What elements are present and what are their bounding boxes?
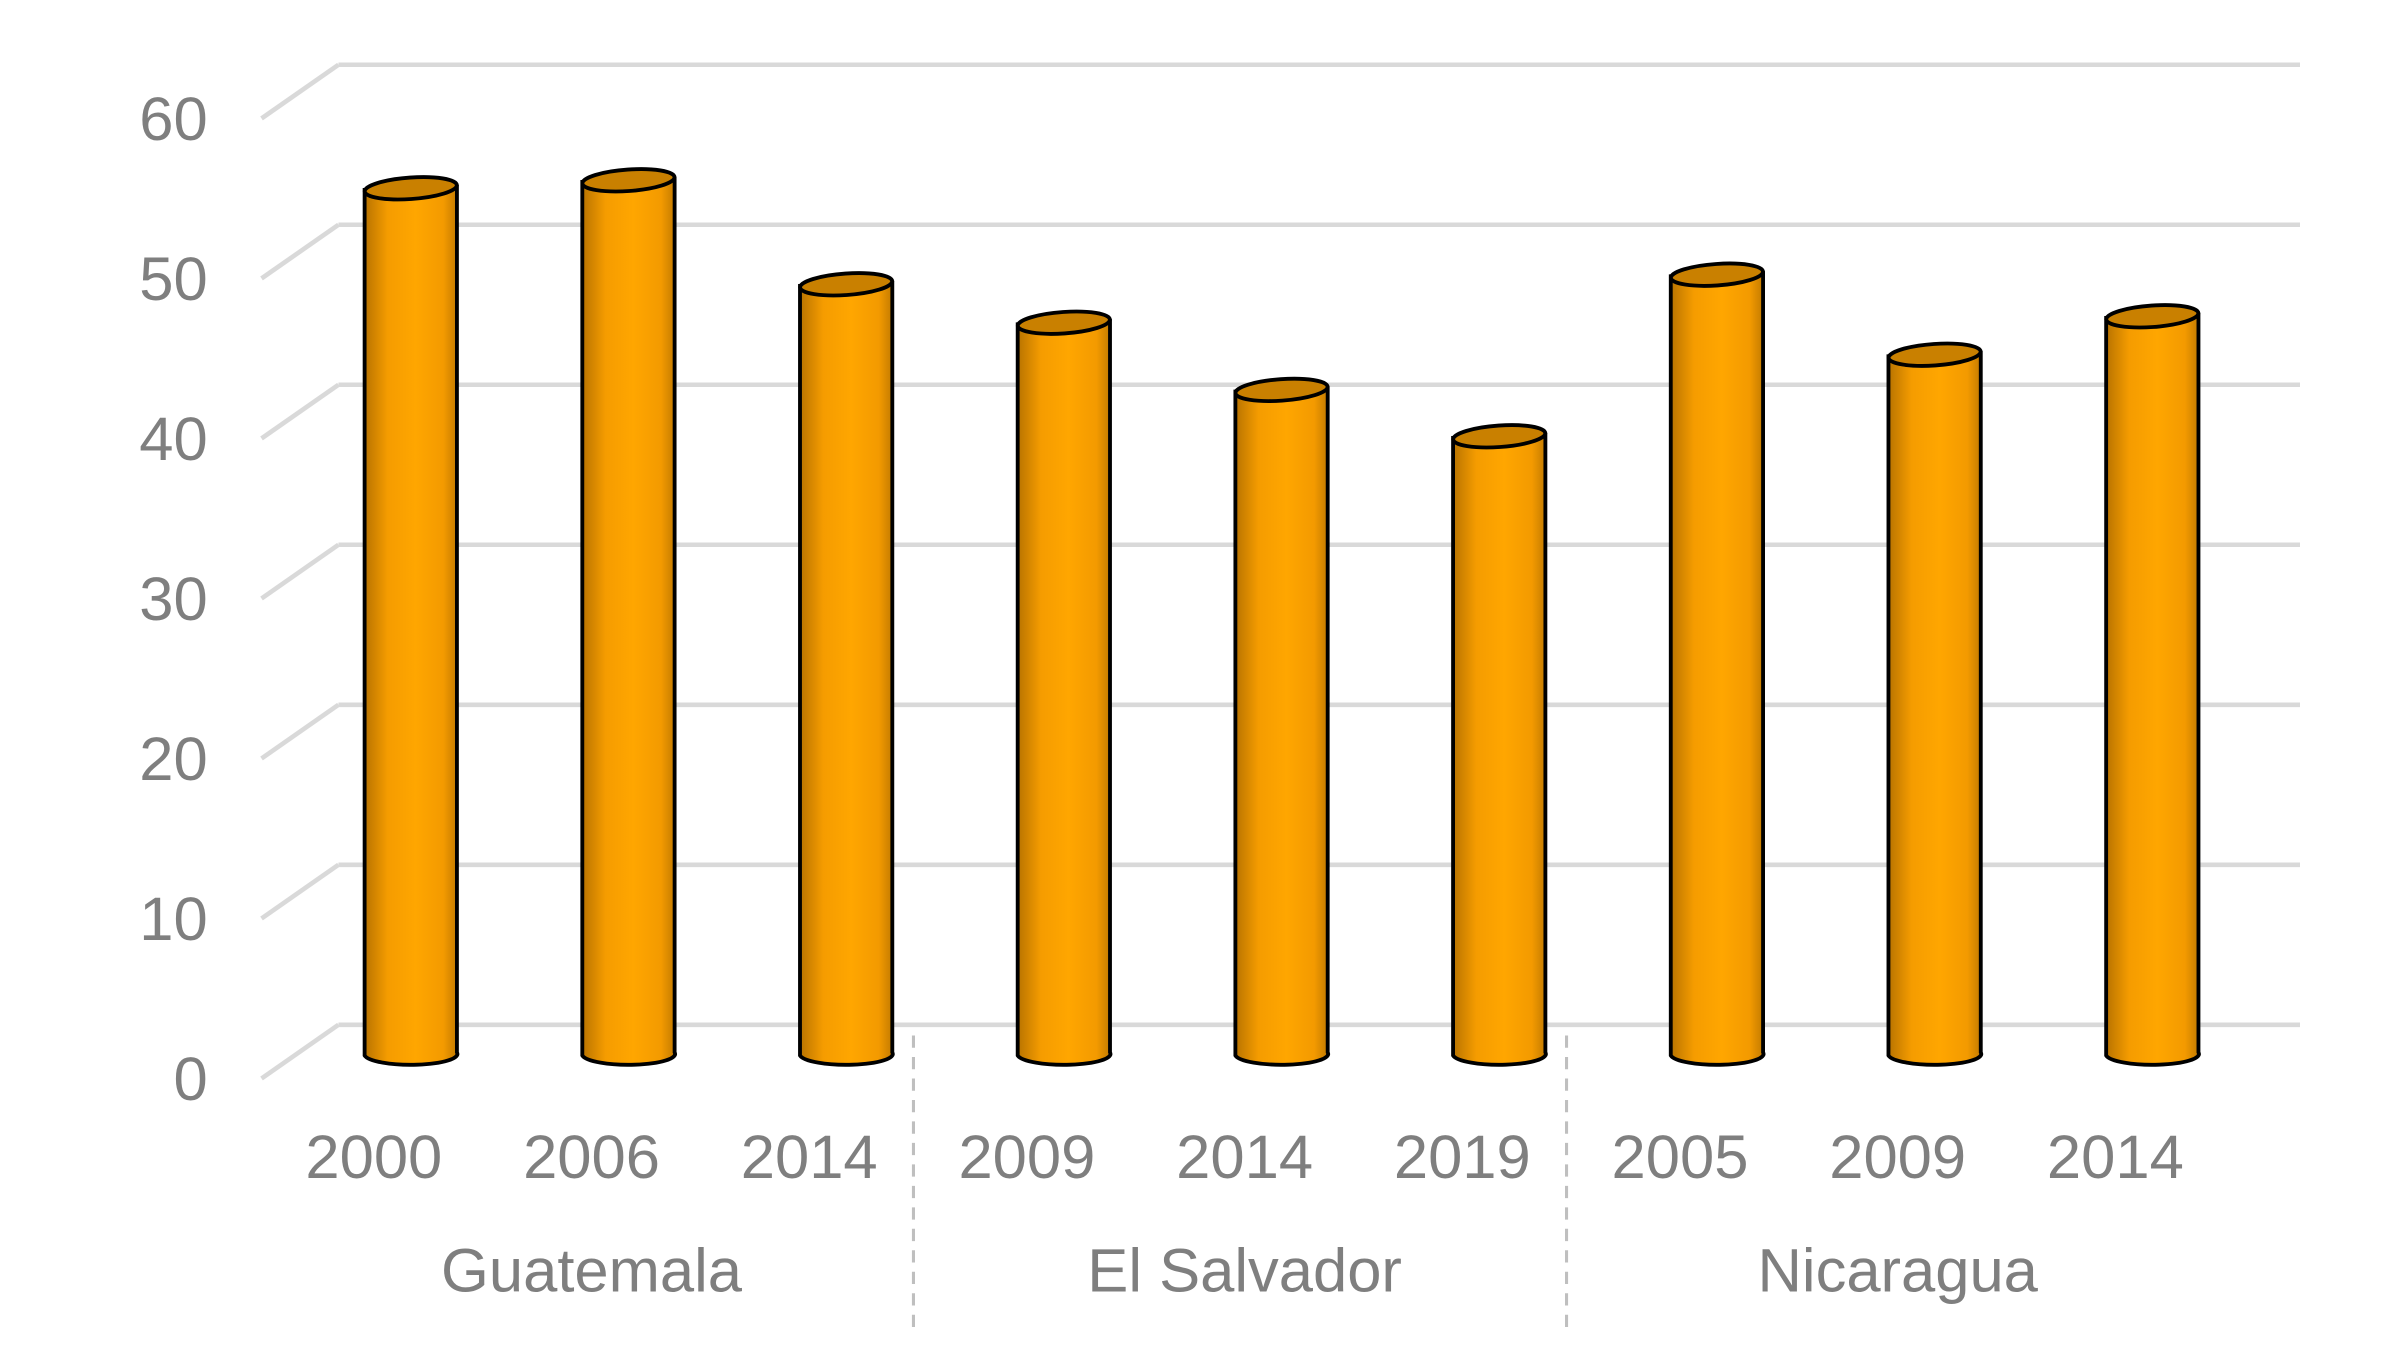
bar-top <box>1015 309 1112 336</box>
bar-top <box>2104 303 2201 330</box>
gridline-depth <box>260 62 340 121</box>
y-tick-label: 50 <box>139 245 207 314</box>
bar <box>2104 303 2201 1067</box>
bar <box>1233 376 1331 1067</box>
bar-top <box>1886 341 1983 368</box>
x-axis: 2000 2006 2014 Guatemala 2009 2014 2019 El Salv… <box>305 1035 2184 1332</box>
group-label: Nicaragua <box>1757 1237 2038 1306</box>
bar <box>580 167 677 1067</box>
group-label: Guatemala <box>441 1237 743 1306</box>
bar <box>362 175 460 1067</box>
gridline-depth <box>260 702 340 761</box>
x-tick-label: 2014 <box>741 1123 878 1192</box>
bar-body <box>1451 432 1548 1067</box>
gridline-depth <box>260 542 340 601</box>
y-tick-label: 10 <box>139 885 207 954</box>
bar-body <box>1233 386 1331 1067</box>
bar-body <box>580 176 677 1067</box>
x-tick-label: 2009 <box>958 1123 1095 1192</box>
y-axis: 0 10 20 30 40 50 60 <box>139 85 207 1114</box>
gridline-depth <box>260 222 340 281</box>
bar <box>798 271 895 1067</box>
x-tick-label: 2014 <box>2047 1123 2184 1192</box>
x-tick-label: 2009 <box>1829 1123 1966 1192</box>
bar <box>1451 423 1548 1067</box>
bar <box>1668 261 1766 1067</box>
bar-body <box>1015 319 1113 1067</box>
gridline-depth <box>260 862 340 921</box>
bar-top <box>1451 423 1548 450</box>
gridline-depth <box>260 382 340 441</box>
y-tick-label: 60 <box>139 85 207 154</box>
bar-top <box>1668 261 1765 288</box>
bar-body <box>798 280 895 1067</box>
gridline-depth <box>260 1022 340 1081</box>
y-tick-label: 30 <box>139 565 207 634</box>
group-label: El Salvador <box>1087 1237 1402 1306</box>
x-tick-label: 2014 <box>1176 1123 1313 1192</box>
y-tick-label: 20 <box>139 725 207 794</box>
bar-body <box>1886 351 1984 1067</box>
bar <box>1015 309 1113 1067</box>
y-tick-label: 40 <box>139 405 207 474</box>
bar-body <box>362 184 460 1067</box>
bar-top <box>1233 376 1330 403</box>
bar-body <box>1668 271 1766 1067</box>
bar-top <box>362 175 459 202</box>
x-tick-label: 2005 <box>1612 1123 1749 1192</box>
x-tick-label: 2006 <box>523 1123 660 1192</box>
bar <box>1886 341 1984 1067</box>
bar-top <box>798 271 895 298</box>
bar-body <box>2104 312 2201 1067</box>
bar-top <box>580 167 677 194</box>
x-tick-label: 2019 <box>1394 1123 1531 1192</box>
y-tick-label: 0 <box>173 1045 207 1114</box>
x-tick-label: 2000 <box>305 1123 442 1192</box>
bars <box>362 167 2201 1067</box>
